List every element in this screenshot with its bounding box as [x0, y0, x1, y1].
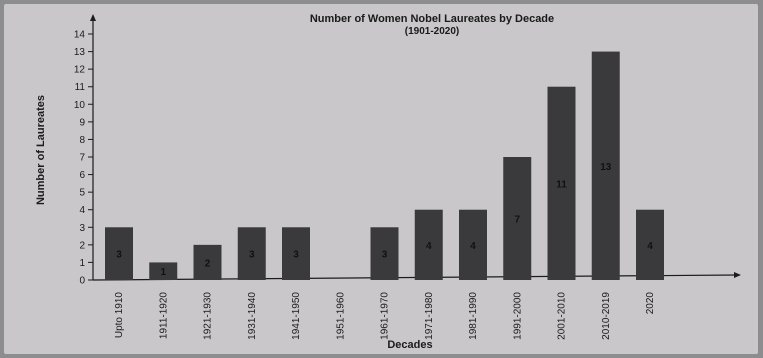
bar	[105, 227, 133, 280]
x-tick-label: 1931-1940	[247, 292, 258, 340]
bar-value-label: 1	[160, 267, 166, 278]
x-tick-label: 2001-2010	[557, 292, 568, 340]
y-tick-label: 12	[74, 65, 86, 76]
chart-page: Number of Women Nobel Laureates by Decad…	[4, 4, 758, 354]
bar-value-label: 4	[647, 241, 653, 252]
y-tick-label: 5	[79, 188, 85, 199]
y-tick-label: 14	[74, 30, 86, 41]
bar-value-label: 11	[556, 179, 567, 190]
y-tick-label: 13	[74, 47, 86, 58]
y-tick-label: 7	[79, 153, 85, 164]
bar	[414, 209, 443, 280]
y-tick-label: 11	[75, 82, 86, 93]
bar	[149, 262, 178, 280]
x-tick-label: 1981-1990	[468, 292, 479, 340]
bar-value-label: 2	[205, 258, 211, 269]
bar	[591, 51, 620, 281]
bar	[237, 227, 266, 280]
y-axis-label: Number of Laureates	[35, 95, 47, 205]
bar	[547, 86, 576, 280]
bar	[459, 209, 487, 280]
bar	[636, 209, 664, 280]
x-tick-label: 1921-1930	[203, 292, 214, 340]
y-tick-label: 4	[79, 205, 85, 216]
x-tick-label: 1911-1920	[158, 292, 169, 340]
x-tick-label: 1961-1970	[380, 292, 391, 340]
bar-value-label: 4	[470, 241, 476, 252]
y-tick-label: 0	[79, 276, 85, 287]
x-tick-label: 1971-1980	[424, 292, 435, 340]
x-axis-label: Decades	[387, 339, 432, 351]
bar	[503, 157, 532, 280]
x-tick-label: 1991-2000	[512, 292, 523, 340]
bar-value-label: 4	[426, 241, 432, 252]
y-tick-label: 1	[79, 258, 85, 269]
x-tick-label: 2010-2019	[601, 292, 612, 340]
bar-value-label: 3	[293, 250, 299, 261]
y-tick-label: 6	[79, 170, 85, 181]
chart-title: Number of Women Nobel Laureates by Decad…	[310, 13, 554, 25]
y-axis-arrow	[90, 14, 96, 21]
bar	[193, 244, 222, 280]
y-tick-label: 2	[79, 240, 85, 251]
bar-value-label: 13	[600, 162, 612, 173]
bar-value-label: 7	[514, 215, 520, 226]
bars: 3 1 2 3 3 3 4 4 7 11 13 4	[105, 51, 664, 281]
bar-chart: Number of Women Nobel Laureates by Decad…	[35, 13, 741, 351]
x-tick-label: 1951-1960	[335, 292, 346, 340]
bar	[370, 227, 399, 280]
bar	[282, 227, 310, 280]
bar-value-label: 3	[382, 250, 388, 261]
y-tick-label: 10	[74, 100, 86, 111]
x-axis-arrow	[734, 272, 741, 278]
x-tick-label: 2020	[645, 292, 656, 315]
y-tick-label: 9	[79, 117, 85, 128]
x-tick-label: Upto 1910	[114, 292, 125, 339]
bar-value-label: 3	[249, 250, 255, 261]
y-tick-label: 8	[79, 135, 85, 146]
x-ticks: Upto 1910 1911-1920 1921-1930 1931-1940 1941…	[114, 292, 656, 340]
y-tick-label: 3	[79, 223, 85, 234]
x-tick-label: 1941-1950	[291, 292, 302, 340]
bar-value-label: 3	[116, 250, 122, 261]
chart-subtitle: (1901-2020)	[405, 26, 459, 37]
